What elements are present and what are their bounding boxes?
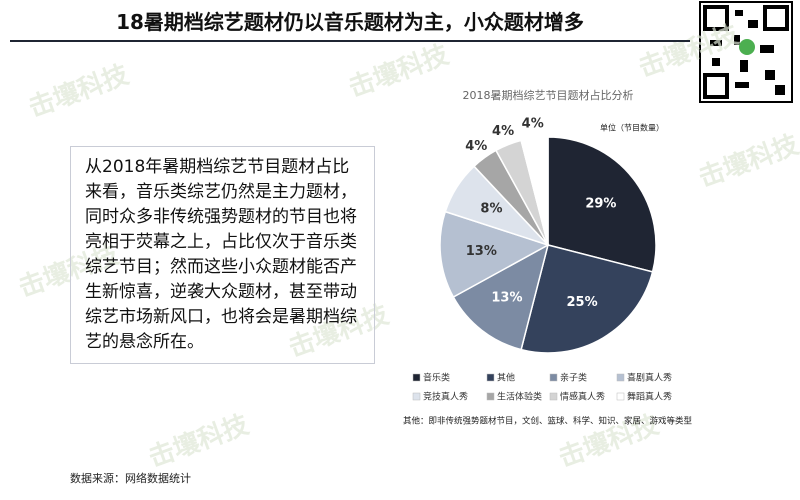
title-rule — [10, 40, 690, 42]
watermark: 击壤科技 — [344, 39, 452, 104]
legend-label: 生活体验类 — [497, 391, 542, 403]
source: 数据来源：网络数据统计 — [70, 472, 191, 485]
pie-slice — [520, 136, 549, 246]
legend-swatch — [549, 373, 558, 382]
pie-slice — [452, 243, 550, 351]
data-label: 25% — [567, 295, 598, 310]
legend-swatch — [549, 392, 558, 401]
slide-title: 18暑期档综艺题材仍以音乐题材为主，小众题材增多 — [116, 10, 584, 34]
legend-swatch — [616, 392, 625, 401]
qr-code — [699, 1, 793, 103]
legend-swatch — [486, 392, 495, 401]
pie-slice — [439, 210, 550, 299]
legend-swatch — [412, 392, 421, 401]
legend-label: 竞技真人秀 — [423, 391, 468, 403]
chart-note: 其他：即非传统强势题材节目，文创、篮球、科学、知识、家居、游戏等类型 — [403, 416, 693, 427]
chart-title: 2018暑期档综艺节目题材占比分析 — [463, 88, 634, 102]
data-label: 13% — [491, 290, 522, 305]
body-text: 从2018年暑期档综艺节目题材占比来看，音乐类综艺仍然是主力题材，同时众多非传统… — [70, 146, 375, 364]
legend-swatch — [486, 373, 495, 382]
unit-label: 单位（节目数量） — [600, 123, 664, 133]
legend-label: 其他 — [497, 372, 515, 384]
watermark: 击壤科技 — [694, 129, 800, 194]
pie-slice — [520, 244, 654, 354]
data-label: 4% — [465, 139, 487, 154]
legend-swatch — [412, 373, 421, 382]
legend-label: 舞蹈真人秀 — [627, 391, 672, 403]
legend-label: 情感真人秀 — [560, 391, 605, 403]
legend-label: 亲子类 — [560, 372, 587, 384]
legend-label: 喜剧真人秀 — [627, 372, 672, 384]
data-label: 4% — [522, 116, 544, 131]
legend-label: 音乐类 — [423, 372, 450, 384]
watermark: 击壤科技 — [144, 409, 252, 474]
legend-swatch — [616, 373, 625, 382]
data-label: 29% — [585, 196, 616, 211]
data-label: 4% — [492, 124, 514, 139]
data-label: 8% — [480, 202, 502, 217]
watermark: 击壤科技 — [24, 59, 132, 124]
data-label: 13% — [466, 244, 497, 259]
pie-slice — [547, 136, 657, 273]
